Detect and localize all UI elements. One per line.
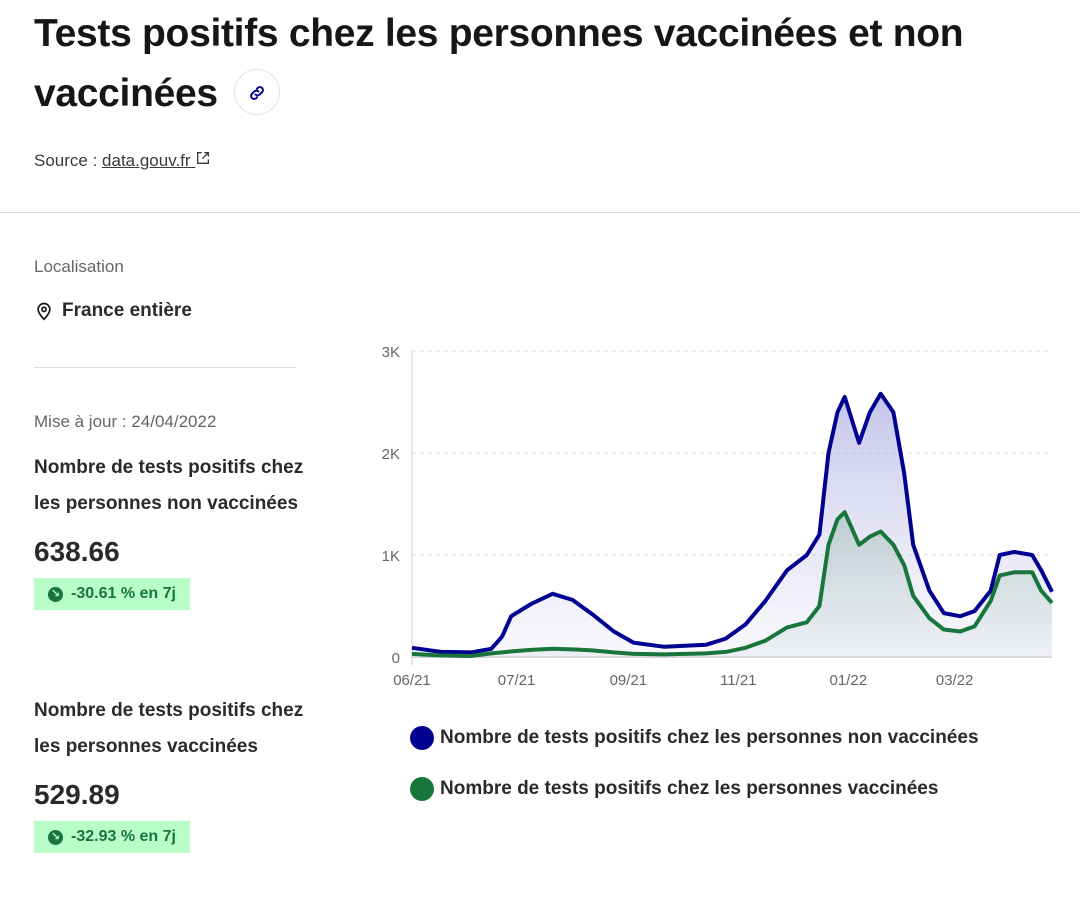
external-link-icon: [197, 152, 210, 164]
line-chart: 0 1K 2K 3K 06/21 07/21 09/21 11/21 01/22 03/22: [382, 344, 1054, 689]
y-tick-label: 2K: [382, 446, 400, 463]
indicator-non-vaccinated: Nombre de tests positifs chez les person…: [34, 450, 304, 610]
y-tick-label: 1K: [382, 548, 400, 565]
x-tick-label: 06/21: [393, 672, 431, 689]
trend-badge: ↘ -32.93 % en 7j: [34, 821, 190, 853]
copy-link-button[interactable]: [233, 68, 280, 115]
sidebar-divider: [34, 367, 296, 368]
location-label: Localisation: [34, 257, 124, 276]
series-line-non-vaccinated: [411, 391, 1054, 655]
location-value: France entière: [62, 300, 192, 321]
y-tick-label: 3K: [382, 344, 400, 361]
legend-dot: [410, 726, 434, 750]
x-tick-label: 11/21: [720, 672, 756, 689]
legend-item-vaccinated[interactable]: Nombre de tests positifs chez les person…: [410, 777, 979, 801]
legend-dot: [410, 777, 434, 801]
x-tick-label: 07/21: [498, 672, 536, 689]
legend-item-non-vaccinated[interactable]: Nombre de tests positifs chez les person…: [410, 726, 979, 750]
arrow-down-right-icon: ↘: [48, 829, 63, 845]
page-title: Tests positifs chez les personnes vaccin…: [34, 4, 1074, 124]
series-line-vaccinated: [411, 510, 1054, 658]
x-tick-label: 03/22: [936, 672, 974, 689]
map-pin-icon: [37, 302, 51, 321]
series-area: [412, 512, 1052, 657]
x-tick-label: 09/21: [610, 672, 648, 689]
location-selector: France entière: [34, 300, 192, 322]
trend-badge: ↘ -30.61 % en 7j: [34, 578, 190, 610]
chart-legend: Nombre de tests positifs chez les person…: [410, 726, 979, 828]
y-tick-label: 0: [392, 650, 400, 667]
arrow-down-right-icon: ↘: [48, 586, 63, 602]
source-line: Source : data.gouv.fr: [34, 150, 211, 171]
page-title-text: Tests positifs chez les personnes vaccin…: [34, 12, 964, 115]
indicator-vaccinated: Nombre de tests positifs chez les person…: [34, 693, 304, 853]
indicator-title: Nombre de tests positifs chez les person…: [34, 700, 304, 757]
series-area: [412, 393, 1052, 657]
indicator-title: Nombre de tests positifs chez les person…: [34, 457, 304, 514]
link-icon: [249, 86, 264, 100]
update-date: Mise à jour : 24/04/2022: [34, 412, 217, 431]
indicator-value: 529.89: [34, 779, 120, 810]
source-link[interactable]: data.gouv.fr: [102, 151, 211, 170]
indicator-value: 638.66: [34, 536, 120, 567]
source-label: Source :: [34, 151, 103, 170]
header-divider: [0, 212, 1080, 213]
x-tick-label: 01/22: [830, 672, 868, 689]
